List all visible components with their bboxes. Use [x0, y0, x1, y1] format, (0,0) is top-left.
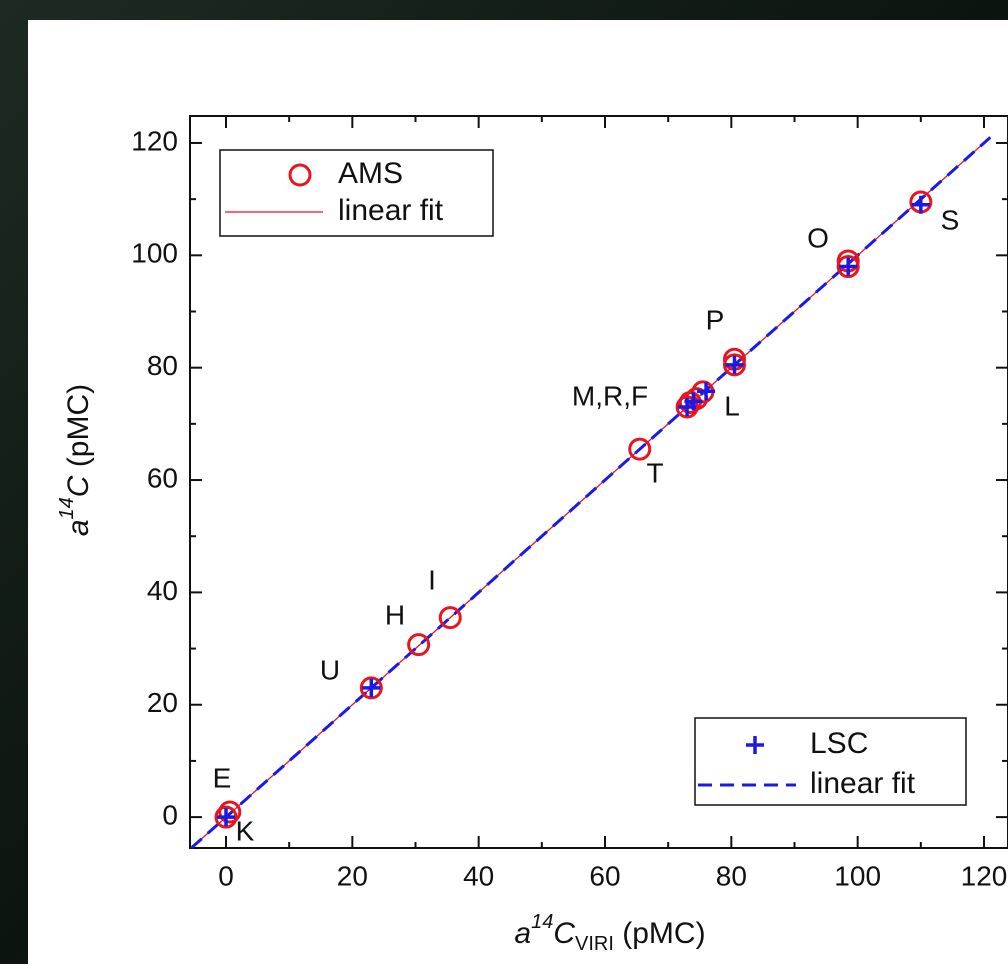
marker [362, 678, 381, 697]
y-tick-label: 20 [147, 687, 178, 718]
panel [28, 20, 1008, 964]
marker [722, 353, 746, 377]
y-axis-label: a14C (pMC) [56, 384, 95, 536]
marker [697, 382, 716, 401]
marker [217, 808, 236, 827]
x-tick-label: 80 [716, 860, 747, 891]
legend-box [219, 149, 494, 237]
legend-label: linear fit [338, 194, 444, 227]
point-label: M,R,F [572, 380, 648, 411]
legend-label: LSC [810, 727, 868, 760]
marker [684, 392, 703, 411]
y-tick-label: 120 [131, 125, 178, 156]
point-label: I [428, 564, 436, 595]
point-label: E [213, 762, 232, 793]
x-tick-label: 0 [218, 860, 234, 891]
marker [218, 800, 242, 824]
marker [836, 255, 860, 279]
point-label: T [646, 457, 663, 488]
legend-label: linear fit [810, 767, 916, 800]
point-label: L [724, 390, 740, 421]
marker [725, 355, 744, 374]
y-tick-label: 0 [162, 799, 178, 830]
marker [407, 633, 431, 657]
point-label: K [236, 815, 255, 846]
plot-frame [189, 115, 1008, 849]
marker [911, 195, 930, 214]
legend-marker [746, 736, 764, 754]
marker [438, 606, 462, 630]
x-tick-label: 60 [589, 860, 620, 891]
x-tick-label: 120 [961, 860, 1008, 891]
marker [359, 676, 383, 700]
legend-label: AMS [338, 157, 403, 190]
y-tick-label: 40 [147, 575, 178, 606]
x-tick-label: 40 [463, 860, 494, 891]
y-tick-label: 100 [131, 238, 178, 269]
x-tick-label: 100 [834, 860, 881, 891]
x-axis-label: a14CVIRI (pMC) [514, 911, 705, 955]
x-tick-label: 20 [337, 860, 368, 891]
point-label: U [320, 654, 340, 685]
marker [839, 257, 858, 276]
point-label: P [706, 304, 725, 335]
y-tick-label: 60 [147, 462, 178, 493]
point-label: S [941, 204, 960, 235]
legend-marker [288, 163, 312, 187]
y-tick-label: 80 [147, 350, 178, 381]
marker [628, 437, 652, 461]
point-label: O [807, 222, 829, 253]
marker [214, 805, 238, 829]
legend-box [694, 717, 967, 806]
point-label: H [385, 599, 405, 630]
